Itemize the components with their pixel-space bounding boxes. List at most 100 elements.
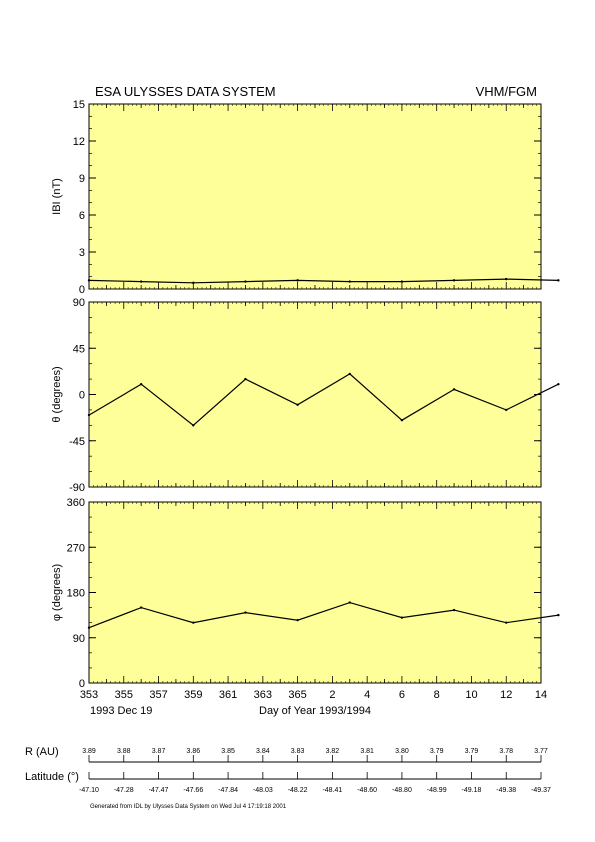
- r-value: 3.77: [534, 748, 548, 755]
- y-tick-label: 45: [73, 343, 85, 355]
- x-tick-label: 355: [115, 689, 133, 701]
- latitude-value: -48.80: [392, 787, 412, 794]
- y-axis-label: IBI (nT): [51, 178, 63, 215]
- panel-2: [88, 501, 542, 684]
- series-line: [88, 373, 559, 427]
- data-point: [452, 388, 456, 391]
- y-tick-label: 360: [67, 497, 85, 509]
- data-point: [348, 280, 351, 283]
- latitude-value: -47.84: [218, 787, 238, 794]
- y-tick-label: 90: [73, 297, 85, 309]
- y-tick-label: 270: [67, 542, 85, 554]
- x-tick-label: 10: [465, 689, 477, 701]
- data-point: [87, 626, 91, 629]
- x-tick-label: 4: [364, 689, 370, 701]
- data-point: [296, 403, 299, 406]
- y-tick-label: 90: [73, 633, 85, 645]
- data-point: [87, 279, 91, 282]
- r-value: 3.87: [152, 748, 166, 755]
- latitude-value: -48.99: [427, 787, 447, 794]
- data-point: [296, 279, 299, 282]
- data-point: [400, 418, 404, 422]
- x-axis-label: Day of Year 1993/1994: [259, 705, 371, 717]
- y-tick-label: 9: [79, 173, 85, 185]
- data-point: [192, 281, 195, 285]
- y-tick-label: -90: [69, 482, 85, 494]
- y-tick-label: 3: [79, 247, 85, 259]
- r-value: 3.89: [82, 748, 96, 755]
- data-point: [139, 280, 143, 283]
- data-point: [452, 279, 456, 282]
- r-value: 3.86: [186, 748, 200, 755]
- x-tick-label: 2: [329, 689, 335, 701]
- y-axis-label: φ (degrees): [51, 564, 63, 621]
- series-line: [88, 278, 559, 284]
- data-point: [400, 616, 404, 619]
- data-point: [505, 408, 508, 412]
- data-point: [557, 279, 560, 282]
- data-point: [244, 377, 247, 381]
- data-point: [505, 277, 508, 281]
- r-value: 3.85: [221, 748, 235, 755]
- chart-title: ESA ULYSSES DATA SYSTEM: [95, 84, 276, 99]
- data-point: [296, 618, 299, 622]
- x-tick-label: 357: [149, 689, 167, 701]
- y-tick-label: 15: [73, 99, 85, 111]
- r-value: 3.84: [256, 748, 270, 755]
- data-point: [244, 280, 247, 283]
- latitude-value: -48.22: [288, 787, 308, 794]
- latitude-value: -48.60: [357, 787, 377, 794]
- r-value: 3.88: [117, 748, 131, 755]
- data-point: [87, 413, 91, 417]
- x-tick-label: 361: [219, 689, 237, 701]
- y-tick-label: -45: [69, 436, 85, 448]
- data-point: [452, 608, 456, 612]
- latitude-value: -49.38: [496, 787, 516, 794]
- latitude-value: -48.03: [253, 787, 273, 794]
- data-point: [139, 383, 143, 386]
- footer-generated: Generated from IDL by Ulysses Data Syste…: [90, 804, 287, 810]
- x-tick-label: 353: [80, 689, 98, 701]
- data-point: [557, 613, 560, 617]
- latitude-value: -47.28: [114, 787, 134, 794]
- latitude-value: -48.41: [322, 787, 342, 794]
- y-tick-label: 0: [79, 390, 85, 402]
- y-axis-label: θ (degrees): [51, 366, 63, 422]
- series-line: [88, 601, 559, 629]
- r-axis-label: R (AU): [25, 746, 59, 758]
- y-tick-label: 12: [73, 136, 85, 148]
- date-label: 1993 Dec 19: [90, 705, 152, 717]
- data-point: [192, 621, 195, 624]
- x-tick-label: 6: [399, 689, 405, 701]
- data-point: [139, 606, 143, 609]
- r-value: 3.82: [326, 748, 340, 755]
- panel-0: [88, 103, 542, 290]
- latitude-value: -49.18: [462, 787, 482, 794]
- r-value: 3.83: [291, 748, 305, 755]
- x-tick-label: 365: [288, 689, 306, 701]
- y-tick-label: 6: [79, 210, 85, 222]
- r-value: 3.81: [360, 748, 374, 755]
- latitude-value: -49.37: [531, 787, 551, 794]
- r-value: 3.78: [499, 748, 513, 755]
- data-point: [505, 621, 508, 624]
- latitude-value: -47.10: [79, 787, 99, 794]
- y-tick-label: 0: [79, 284, 85, 296]
- x-tick-label: 14: [535, 689, 547, 701]
- latitude-axis-label: Latitude (°): [25, 771, 79, 783]
- x-tick-label: 363: [254, 689, 272, 701]
- data-point: [557, 383, 560, 386]
- r-value: 3.80: [395, 748, 409, 755]
- x-tick-label: 359: [184, 689, 202, 701]
- latitude-value: -47.66: [183, 787, 203, 794]
- r-value: 3.79: [430, 748, 444, 755]
- x-tick-label: 12: [500, 689, 512, 701]
- latitude-value: -47.47: [149, 787, 169, 794]
- y-tick-label: 0: [79, 678, 85, 690]
- data-point: [348, 601, 351, 604]
- data-point: [244, 611, 247, 614]
- data-point: [192, 424, 195, 427]
- y-tick-label: 180: [67, 588, 85, 600]
- data-point: [400, 280, 404, 283]
